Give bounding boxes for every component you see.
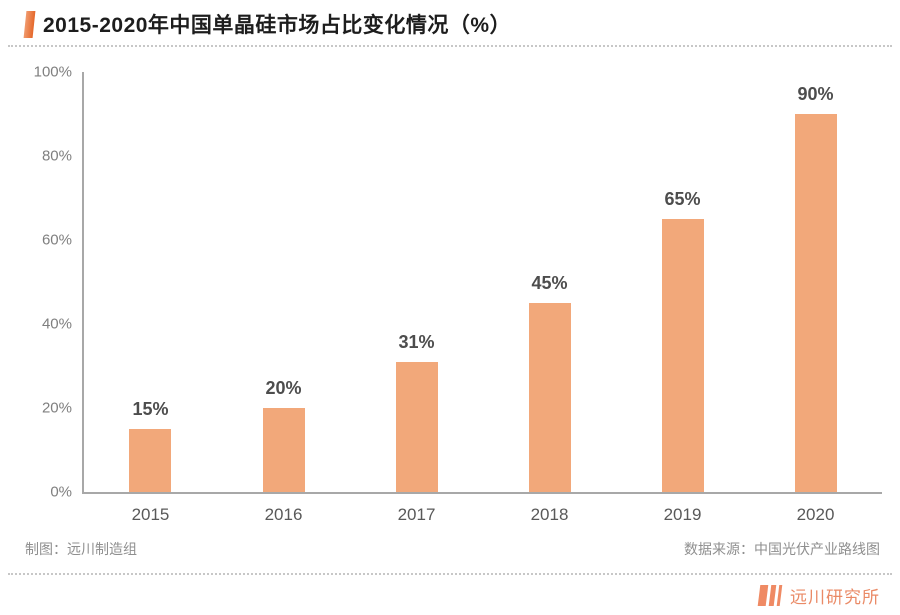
brand: 远川研究所 bbox=[756, 583, 880, 608]
bar-value-label: 20% bbox=[265, 378, 302, 398]
x-axis-tick-label: 2015 bbox=[131, 505, 170, 524]
three-bars-icon bbox=[756, 585, 783, 606]
bottom-dotted-divider bbox=[8, 573, 892, 575]
bar-2015 bbox=[129, 429, 172, 492]
x-axis-tick-label: 2019 bbox=[663, 505, 702, 524]
x-axis-tick-label: 2017 bbox=[397, 505, 436, 524]
y-axis-tick-label: 20% bbox=[41, 399, 72, 417]
bar-2017 bbox=[395, 361, 438, 492]
x-axis-tick-label: 2018 bbox=[530, 505, 569, 524]
bar-value-label: 15% bbox=[132, 399, 169, 419]
bar-value-label: 65% bbox=[664, 189, 701, 209]
y-axis-tick-label: 80% bbox=[41, 147, 72, 165]
bar-2018 bbox=[528, 303, 571, 492]
y-axis-tick-label: 0% bbox=[50, 483, 72, 501]
bar-value-label: 45% bbox=[531, 273, 568, 293]
footer-credit: 制图：远川制造组 bbox=[25, 541, 137, 557]
title-accent-bar-icon bbox=[23, 10, 36, 38]
bar-value-label: 31% bbox=[398, 331, 435, 352]
y-axis-tick-label: 60% bbox=[41, 231, 72, 249]
top-dotted-divider bbox=[8, 45, 892, 47]
chart-header: 2015-2020年中国单晶硅市场占比变化情况（%） bbox=[23, 9, 512, 39]
bar-2016 bbox=[262, 408, 305, 492]
y-axis-tick-label: 100% bbox=[33, 63, 72, 81]
y-axis-tick-label: 40% bbox=[41, 315, 72, 333]
x-axis-tick-label: 2020 bbox=[796, 505, 835, 524]
brand-name: 远川研究所 bbox=[790, 588, 880, 607]
plot-area: 0% 20% 40% 60% 80% 100% 15% 2015 20% 2016 31% 2017 4… bbox=[34, 64, 882, 524]
bar-2020 bbox=[794, 114, 837, 492]
page-title: 2015-2020年中国单晶硅市场占比变化情况（%） bbox=[43, 14, 512, 37]
bar-2019 bbox=[661, 219, 704, 492]
footer-source: 数据来源：中国光伏产业路线图 bbox=[684, 541, 880, 557]
bar-value-label: 90% bbox=[797, 84, 834, 104]
x-axis-tick-label: 2016 bbox=[264, 505, 303, 524]
